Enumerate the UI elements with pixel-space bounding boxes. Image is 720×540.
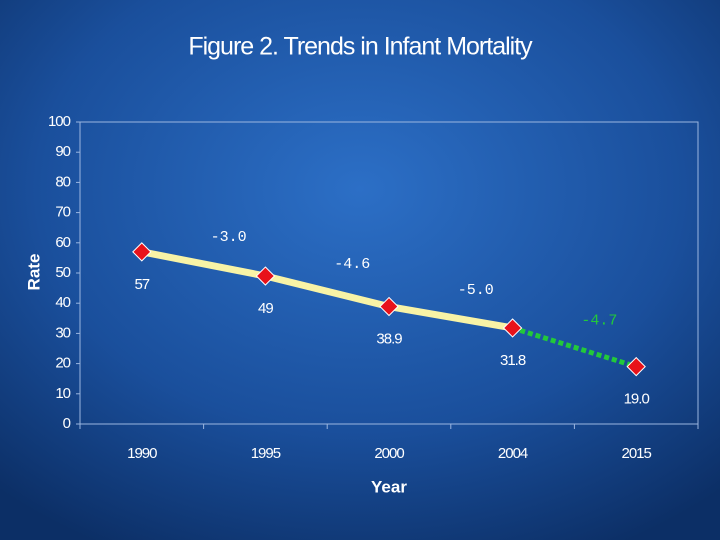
- marker: [379, 296, 399, 317]
- y-tick-label: 60: [55, 234, 70, 251]
- x-axis-title: Year: [371, 477, 407, 496]
- marker: [255, 266, 276, 286]
- x-tick-label: 2000: [374, 445, 404, 462]
- chart-title: Figure 2. Trends in Infant Mortality: [188, 33, 533, 61]
- value-label: 31.8: [500, 352, 526, 369]
- value-label: 19.0: [624, 391, 650, 408]
- y-tick-label: 50: [55, 264, 70, 281]
- y-tick-label: 10: [55, 385, 70, 402]
- marker: [132, 242, 152, 262]
- marker: [502, 318, 523, 338]
- y-tick-label: 30: [55, 324, 70, 341]
- marker: [626, 356, 646, 377]
- annotation: -5.0: [458, 282, 494, 299]
- x-tick-label: 1995: [251, 445, 281, 462]
- y-tick-label: 40: [55, 294, 70, 311]
- annotation: -3.0: [211, 229, 247, 246]
- y-tick-label: 90: [55, 143, 70, 160]
- y-tick-label: 100: [48, 113, 71, 130]
- data-line: [141, 248, 514, 332]
- y-axis-title: Rate: [24, 254, 43, 291]
- y-tick-label: 0: [63, 415, 71, 432]
- x-tick-label: 1990: [127, 445, 157, 462]
- value-label: 57: [134, 276, 149, 293]
- y-tick-label: 70: [55, 204, 70, 221]
- y-tick-label: 20: [55, 355, 70, 372]
- annotation: -4.7: [581, 312, 617, 329]
- x-tick-label: 2004: [498, 445, 528, 462]
- y-tick-label: 80: [55, 173, 70, 190]
- annotation: -4.6: [334, 256, 370, 273]
- projection-line: [511, 325, 637, 370]
- value-label: 49: [258, 300, 273, 317]
- value-label: 38.9: [376, 330, 402, 347]
- x-tick-label: 2015: [622, 445, 652, 462]
